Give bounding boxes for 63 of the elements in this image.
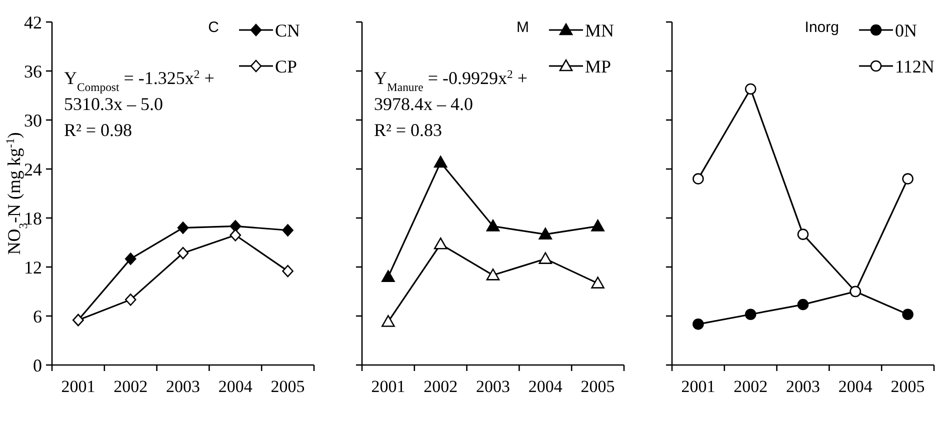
point	[434, 156, 448, 168]
point	[177, 246, 189, 260]
chart-title: C	[208, 19, 220, 36]
point	[744, 308, 756, 320]
legend-label: 0N	[895, 20, 917, 40]
point	[538, 252, 552, 264]
annotation: Y$_{Manure}$ = -0.9929x$^{2}$ +	[374, 68, 528, 94]
x-tick-label: 2005	[270, 377, 305, 396]
annotation: 3978.4x – 4.0	[374, 94, 473, 114]
y-tick-label: 6	[33, 306, 42, 326]
point	[692, 173, 704, 184]
y-tick-label: 0	[33, 355, 42, 376]
annotation: Y$_{Compost}$ = -1.325x$^{2}$ +	[64, 68, 214, 94]
point	[902, 173, 914, 184]
x-tick-label: 2002	[734, 377, 768, 396]
annotation: 5310.3x – 5.0	[64, 94, 163, 114]
point	[486, 220, 500, 232]
y-tick-label: 36	[24, 61, 42, 82]
point	[230, 220, 242, 232]
point	[538, 228, 552, 240]
point	[486, 268, 500, 280]
point	[177, 222, 189, 234]
point	[744, 83, 756, 95]
y-tick-label: 42	[24, 12, 42, 32]
x-tick-label: 2002	[424, 377, 458, 396]
x-tick-label: 2002	[114, 377, 148, 396]
legend-label: CP	[275, 56, 298, 76]
point	[902, 308, 914, 320]
point	[797, 298, 809, 310]
point	[124, 294, 136, 306]
point	[282, 264, 294, 278]
point	[230, 229, 242, 242]
x-tick-label: 2001	[681, 377, 716, 396]
point	[591, 220, 604, 232]
point	[591, 276, 604, 288]
point	[124, 252, 136, 265]
x-tick-label: 2004	[218, 377, 253, 396]
annotation: R² = 0.98	[64, 120, 132, 140]
y-tick-label: 30	[24, 110, 42, 130]
x-tick-label: 2001	[61, 377, 96, 396]
x-tick-label: 2003	[786, 377, 820, 396]
point	[434, 237, 448, 250]
x-tick-label: 2001	[371, 377, 406, 396]
point	[382, 315, 395, 327]
legend-label: MP	[585, 56, 612, 76]
x-tick-label: 2004	[528, 377, 563, 396]
chart-title: Inorg	[804, 19, 839, 36]
x-tick-label: 2003	[476, 377, 510, 396]
y-tick-label: 24	[24, 159, 42, 180]
point	[382, 270, 395, 282]
legend-label: 112N	[895, 56, 934, 76]
x-tick-label: 2003	[166, 377, 200, 396]
annotation: R² = 0.83	[374, 120, 442, 140]
x-tick-label: 2005	[890, 377, 925, 396]
point	[692, 318, 704, 330]
x-tick-label: 2005	[580, 377, 615, 396]
point	[797, 228, 809, 240]
legend-label: CN	[275, 20, 300, 40]
x-tick-label: 2004	[838, 377, 873, 396]
legend-label: MN	[585, 20, 614, 40]
chart-title: M	[516, 19, 529, 36]
point	[282, 224, 294, 236]
y-tick-label: 12	[24, 257, 42, 278]
